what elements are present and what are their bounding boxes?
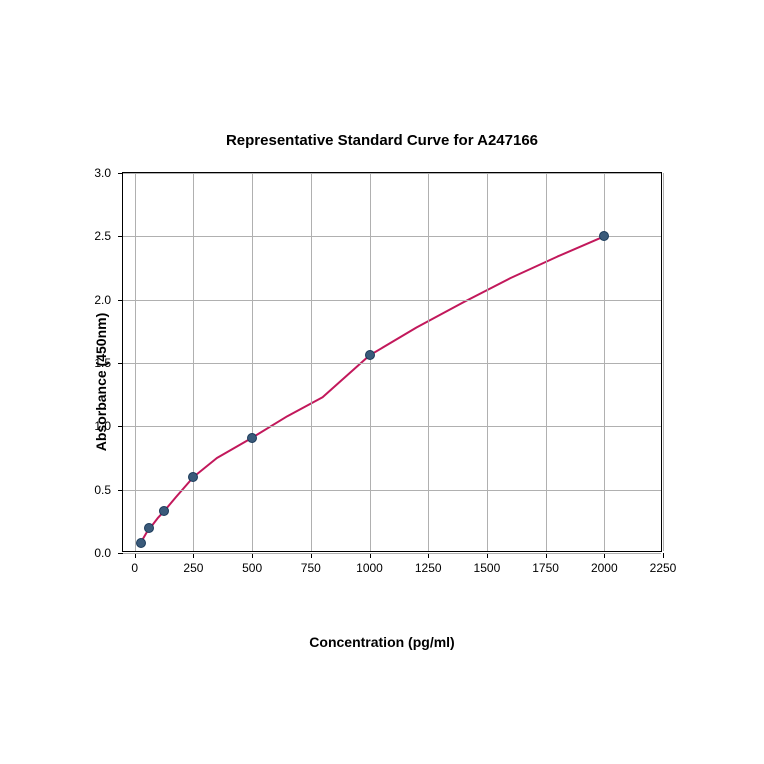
y-tick-label: 0.5	[94, 483, 111, 497]
grid-line-vertical	[604, 173, 605, 551]
data-point	[365, 350, 375, 360]
x-tick-label: 0	[131, 561, 138, 575]
y-tick-mark	[118, 173, 123, 174]
x-axis-label: Concentration (pg/ml)	[82, 634, 682, 650]
x-tick-label: 250	[183, 561, 203, 575]
data-point	[159, 506, 169, 516]
chart-title: Representative Standard Curve for A24716…	[82, 132, 682, 149]
y-tick-label: 1.0	[94, 419, 111, 433]
plot-area: 02505007501000125015001750200022500.00.5…	[122, 172, 662, 552]
x-tick-label: 2000	[591, 561, 618, 575]
data-point	[188, 472, 198, 482]
data-point	[136, 538, 146, 548]
y-tick-mark	[118, 236, 123, 237]
grid-line-vertical	[487, 173, 488, 551]
y-tick-label: 1.5	[94, 356, 111, 370]
grid-line-vertical	[252, 173, 253, 551]
y-tick-label: 2.0	[94, 293, 111, 307]
grid-line-vertical	[663, 173, 664, 551]
y-tick-label: 3.0	[94, 166, 111, 180]
data-point	[599, 231, 609, 241]
x-tick-label: 2250	[650, 561, 677, 575]
data-point	[144, 523, 154, 533]
grid-line-horizontal	[123, 236, 661, 237]
grid-line-vertical	[311, 173, 312, 551]
x-tick-label: 500	[242, 561, 262, 575]
x-tick-label: 1250	[415, 561, 442, 575]
grid-line-horizontal	[123, 300, 661, 301]
y-tick-mark	[118, 490, 123, 491]
x-tick-mark	[663, 553, 664, 558]
grid-line-horizontal	[123, 426, 661, 427]
y-tick-mark	[118, 300, 123, 301]
x-tick-label: 1500	[474, 561, 501, 575]
grid-line-vertical	[135, 173, 136, 551]
y-tick-mark	[118, 363, 123, 364]
grid-line-vertical	[428, 173, 429, 551]
y-tick-label: 2.5	[94, 229, 111, 243]
data-point	[247, 433, 257, 443]
grid-line-vertical	[546, 173, 547, 551]
y-tick-label: 0.0	[94, 546, 111, 560]
grid-line-vertical	[370, 173, 371, 551]
x-tick-label: 1750	[532, 561, 559, 575]
grid-line-horizontal	[123, 553, 661, 554]
grid-line-vertical	[193, 173, 194, 551]
chart-container: Representative Standard Curve for A24716…	[82, 162, 682, 602]
x-tick-label: 750	[301, 561, 321, 575]
x-tick-label: 1000	[356, 561, 383, 575]
fitted-curve	[141, 236, 605, 543]
y-tick-mark	[118, 553, 123, 554]
y-tick-mark	[118, 426, 123, 427]
grid-line-horizontal	[123, 173, 661, 174]
grid-line-horizontal	[123, 490, 661, 491]
grid-line-horizontal	[123, 363, 661, 364]
curve-line	[123, 173, 661, 551]
